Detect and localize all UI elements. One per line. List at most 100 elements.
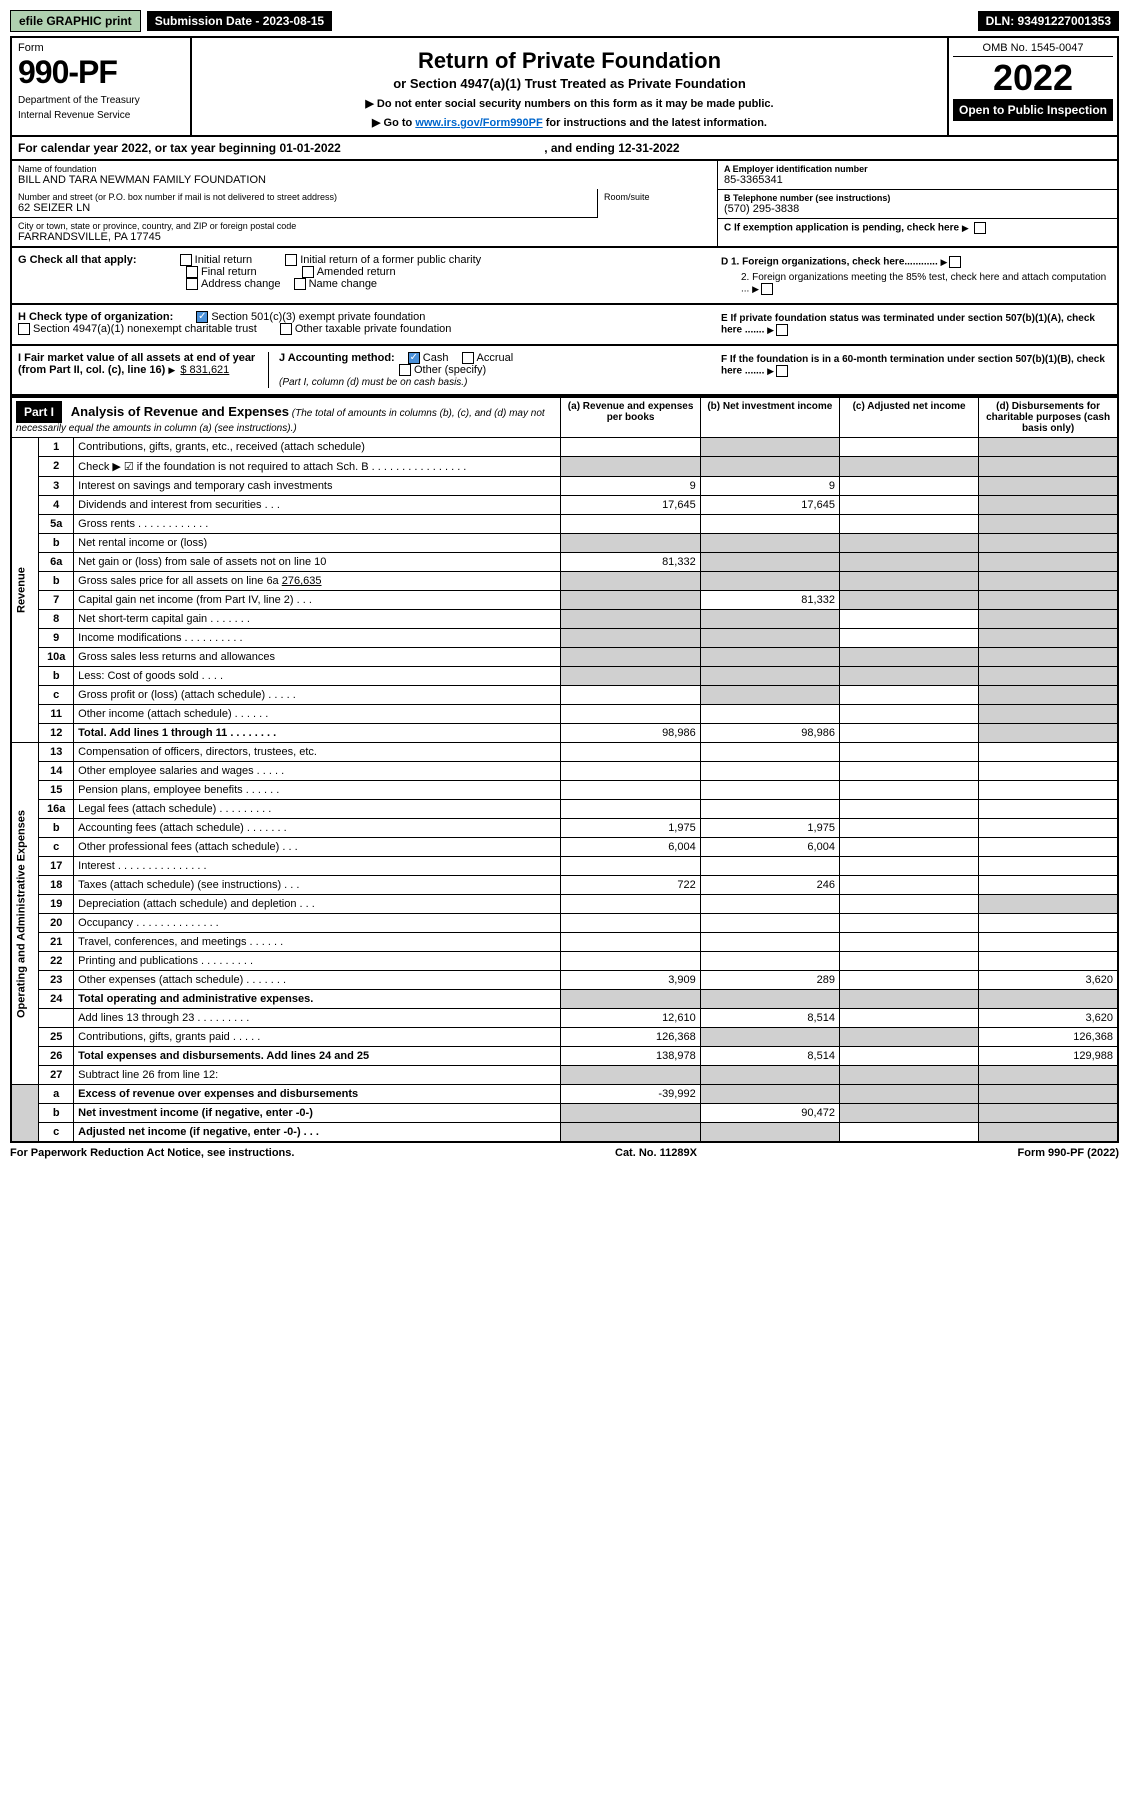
city-state-zip: FARRANDSVILLE, PA 17745 (18, 231, 711, 243)
note-post: for instructions and the latest informat… (543, 117, 767, 129)
amt: 1,975 (561, 819, 700, 838)
line-desc: Interest on savings and temporary cash i… (74, 477, 561, 496)
line-desc: Income modifications . . . . . . . . . . (74, 629, 561, 648)
line-desc: Capital gain net income (from Part IV, l… (74, 591, 561, 610)
line-num: 17 (39, 857, 74, 876)
line-desc: Subtract line 26 from line 12: (74, 1066, 561, 1085)
line-desc: Other income (attach schedule) . . . . .… (74, 705, 561, 724)
telephone: (570) 295-3838 (724, 203, 1111, 215)
lbl-accrual: Accrual (477, 352, 514, 364)
line-desc: Contributions, gifts, grants, etc., rece… (74, 438, 561, 457)
amt: 246 (700, 876, 839, 895)
amt: 138,978 (561, 1047, 700, 1066)
checkbox-501c3[interactable] (196, 311, 208, 323)
calyear-end: 12-31-2022 (618, 141, 679, 155)
part1-label: Part I (16, 401, 62, 423)
amt: 81,332 (561, 553, 700, 572)
amt: 9 (700, 477, 839, 496)
line-desc: Accounting fees (attach schedule) . . . … (74, 819, 561, 838)
street-address: 62 SEIZER LN (18, 202, 591, 214)
line-num: 2 (39, 457, 74, 477)
note-ssn: ▶ Do not enter social security numbers o… (198, 97, 941, 110)
amt: 6,004 (561, 838, 700, 857)
col-b-header: (b) Net investment income (700, 397, 839, 438)
checkbox-other-method[interactable] (399, 364, 411, 376)
lbl-addr-change: Address change (201, 278, 281, 290)
checkbox-other-taxable[interactable] (280, 323, 292, 335)
line-desc: Interest . . . . . . . . . . . . . . . (74, 857, 561, 876)
line-desc: Net investment income (if negative, ente… (74, 1104, 561, 1123)
checkbox-addr-change[interactable] (186, 278, 198, 290)
line-num: c (39, 1123, 74, 1143)
ein-label: A Employer identification number (724, 164, 1111, 174)
note-pre: ▶ Go to (372, 117, 415, 129)
line-desc: Net rental income or (loss) (74, 534, 561, 553)
irs-link[interactable]: www.irs.gov/Form990PF (415, 117, 542, 129)
lbl-final: Final return (201, 266, 257, 278)
d2-label: 2. Foreign organizations meeting the 85%… (741, 272, 1106, 295)
footer-right: Form 990-PF (2022) (1018, 1147, 1119, 1159)
efile-print-button[interactable]: efile GRAPHIC print (10, 10, 141, 32)
line-num: 10a (39, 648, 74, 667)
line-num: c (39, 686, 74, 705)
col-d-header: (d) Disbursements for charitable purpose… (979, 397, 1118, 438)
omb-number: OMB No. 1545-0047 (953, 42, 1113, 57)
checkbox-initial-former[interactable] (285, 254, 297, 266)
line-num: 6a (39, 553, 74, 572)
col-c-header: (c) Adjusted net income (839, 397, 978, 438)
calyear-pre: For calendar year 2022, or tax year begi… (18, 141, 279, 155)
line-num: b (39, 534, 74, 553)
checkbox-amended[interactable] (302, 266, 314, 278)
amt: 1,975 (700, 819, 839, 838)
revenue-label: Revenue (11, 438, 39, 743)
amt: 12,610 (561, 1009, 700, 1028)
amt: 126,368 (561, 1028, 700, 1047)
line-num: 1 (39, 438, 74, 457)
line-num: 23 (39, 971, 74, 990)
amt: 289 (700, 971, 839, 990)
line-desc: Gross profit or (loss) (attach schedule)… (74, 686, 561, 705)
amt: 9 (561, 477, 700, 496)
checkbox-d1[interactable] (949, 256, 961, 268)
filer-info: Name of foundation BILL AND TARA NEWMAN … (10, 161, 1119, 248)
checkbox-name-change[interactable] (294, 278, 306, 290)
form-title: Return of Private Foundation (198, 48, 941, 74)
amt: 8,514 (700, 1009, 839, 1028)
checkbox-accrual[interactable] (462, 352, 474, 364)
amt: 17,645 (700, 496, 839, 515)
line-num: 19 (39, 895, 74, 914)
checkbox-initial[interactable] (180, 254, 192, 266)
line-desc: Gross rents . . . . . . . . . . . . (74, 515, 561, 534)
line-num: 21 (39, 933, 74, 952)
checkbox-e[interactable] (776, 324, 788, 336)
dln: DLN: 93491227001353 (978, 11, 1119, 31)
checkbox-c[interactable] (974, 222, 986, 234)
name-label: Name of foundation (18, 164, 711, 174)
checkbox-f[interactable] (776, 365, 788, 377)
d1-label: D 1. Foreign organizations, check here..… (721, 257, 938, 268)
checkbox-cash[interactable] (408, 352, 420, 364)
form-subtitle: or Section 4947(a)(1) Trust Treated as P… (198, 76, 941, 91)
line-num: 3 (39, 477, 74, 496)
check-section-h: H Check type of organization: Section 50… (10, 305, 1119, 346)
foundation-name: BILL AND TARA NEWMAN FAMILY FOUNDATION (18, 174, 711, 186)
lbl-initial: Initial return (195, 254, 252, 266)
amt: 98,986 (561, 724, 700, 743)
col-a-header: (a) Revenue and expenses per books (561, 397, 700, 438)
amt: 3,620 (979, 1009, 1118, 1028)
g-label: G Check all that apply: (18, 254, 137, 266)
lbl-other-taxable: Other taxable private foundation (295, 323, 452, 335)
line-num: b (39, 572, 74, 591)
line-desc: Legal fees (attach schedule) . . . . . .… (74, 800, 561, 819)
line-desc: Depreciation (attach schedule) and deple… (74, 895, 561, 914)
line-num: 4 (39, 496, 74, 515)
line-desc: Printing and publications . . . . . . . … (74, 952, 561, 971)
line-desc: Taxes (attach schedule) (see instruction… (74, 876, 561, 895)
checkbox-4947[interactable] (18, 323, 30, 335)
tel-label: B Telephone number (see instructions) (724, 193, 1111, 203)
checkbox-d2[interactable] (761, 283, 773, 295)
line-num: 27 (39, 1066, 74, 1085)
checkbox-final[interactable] (186, 266, 198, 278)
part1-title: Analysis of Revenue and Expenses (71, 404, 289, 419)
i-value: $ 831,621 (180, 364, 229, 376)
